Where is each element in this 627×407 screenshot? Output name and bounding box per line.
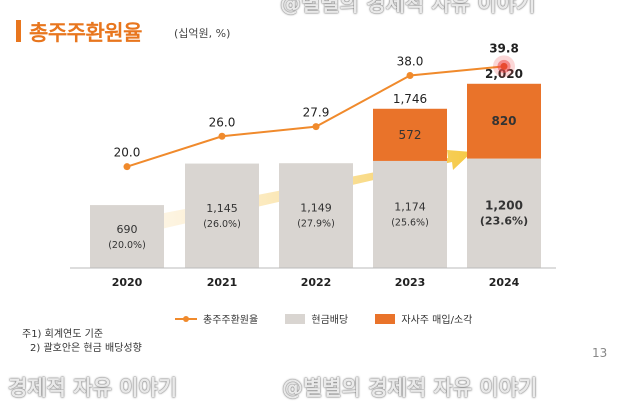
cash-swatch-icon	[285, 313, 306, 324]
watermark-bottom-right: @별별의 경제적 자유 이야기	[282, 376, 538, 400]
footnote-1: 주1) 회계연도 기준	[22, 329, 104, 340]
chart-legend: 총주주환원율 현금배당 자사주 매입/소각	[175, 311, 496, 326]
line-value-label: 20.0	[114, 146, 141, 160]
chart-title: 총주주환원율	[29, 21, 142, 45]
bar-buyback	[373, 108, 447, 161]
bar-buyback-label: 820	[491, 114, 516, 128]
line-point	[500, 62, 508, 70]
footnote-2: 2) 괄호안은 현금 배당성향	[30, 343, 142, 354]
buyback-swatch-icon	[375, 313, 396, 324]
x-tick-label: 2024	[489, 276, 520, 289]
x-tick-label: 2023	[395, 276, 426, 289]
bar-ratio-label: (23.6%)	[480, 214, 528, 227]
bar-ratio-label: (27.9%)	[297, 219, 335, 230]
bar-total-label: 1,746	[393, 92, 427, 106]
watermark-bottom-left: 경제적 자유 이야기	[8, 376, 178, 400]
bar-value-label: 1,174	[394, 200, 426, 213]
title-accent-bar	[16, 20, 21, 42]
bar-ratio-label: (20.0%)	[108, 240, 146, 251]
line-point	[218, 132, 226, 140]
bar-cash-dividend	[467, 158, 541, 268]
line-value-label: 27.9	[303, 106, 330, 120]
bar-buyback-label: 572	[399, 128, 422, 142]
watermark-top: @별별의 경제적 자유 이야기	[280, 0, 536, 16]
bar-cash-dividend	[185, 163, 259, 268]
x-tick-label: 2020	[112, 276, 143, 289]
legend-item-ratio: 총주주환원율	[175, 311, 258, 326]
line-value-label: 26.0	[209, 115, 236, 129]
bar-value-label: 1,200	[485, 198, 523, 212]
legend-item-buyback: 자사주 매입/소각	[375, 311, 472, 326]
bar-ratio-label: (25.6%)	[391, 217, 429, 228]
bar-cash-dividend	[279, 163, 353, 268]
bar-buyback	[467, 83, 541, 159]
bar-value-label: 1,145	[206, 202, 238, 215]
line-point	[312, 123, 320, 131]
bar-ratio-label: (26.0%)	[203, 219, 241, 230]
line-point	[123, 163, 131, 171]
legend-label: 현금배당	[311, 315, 349, 326]
line-point	[406, 71, 414, 79]
legend-item-cash-dividend: 현금배당	[285, 311, 348, 326]
x-tick-label: 2021	[207, 276, 238, 289]
bar-cash-dividend	[373, 160, 447, 268]
bar-value-label: 690	[117, 223, 138, 236]
line-swatch-icon	[175, 315, 197, 322]
legend-label: 자사주 매입/소각	[401, 315, 473, 326]
bar-value-label: 1,149	[300, 202, 332, 215]
bar-cash-dividend	[90, 205, 164, 268]
line-value-label: 39.8	[489, 41, 519, 55]
chart-unit: (십억원, %)	[174, 27, 231, 40]
legend-label: 총주주환원율	[203, 315, 259, 326]
page-number: 13	[592, 346, 608, 360]
x-tick-label: 2022	[301, 276, 332, 289]
bar-total-label: 2,020	[485, 67, 523, 81]
line-value-label: 38.0	[397, 54, 424, 68]
